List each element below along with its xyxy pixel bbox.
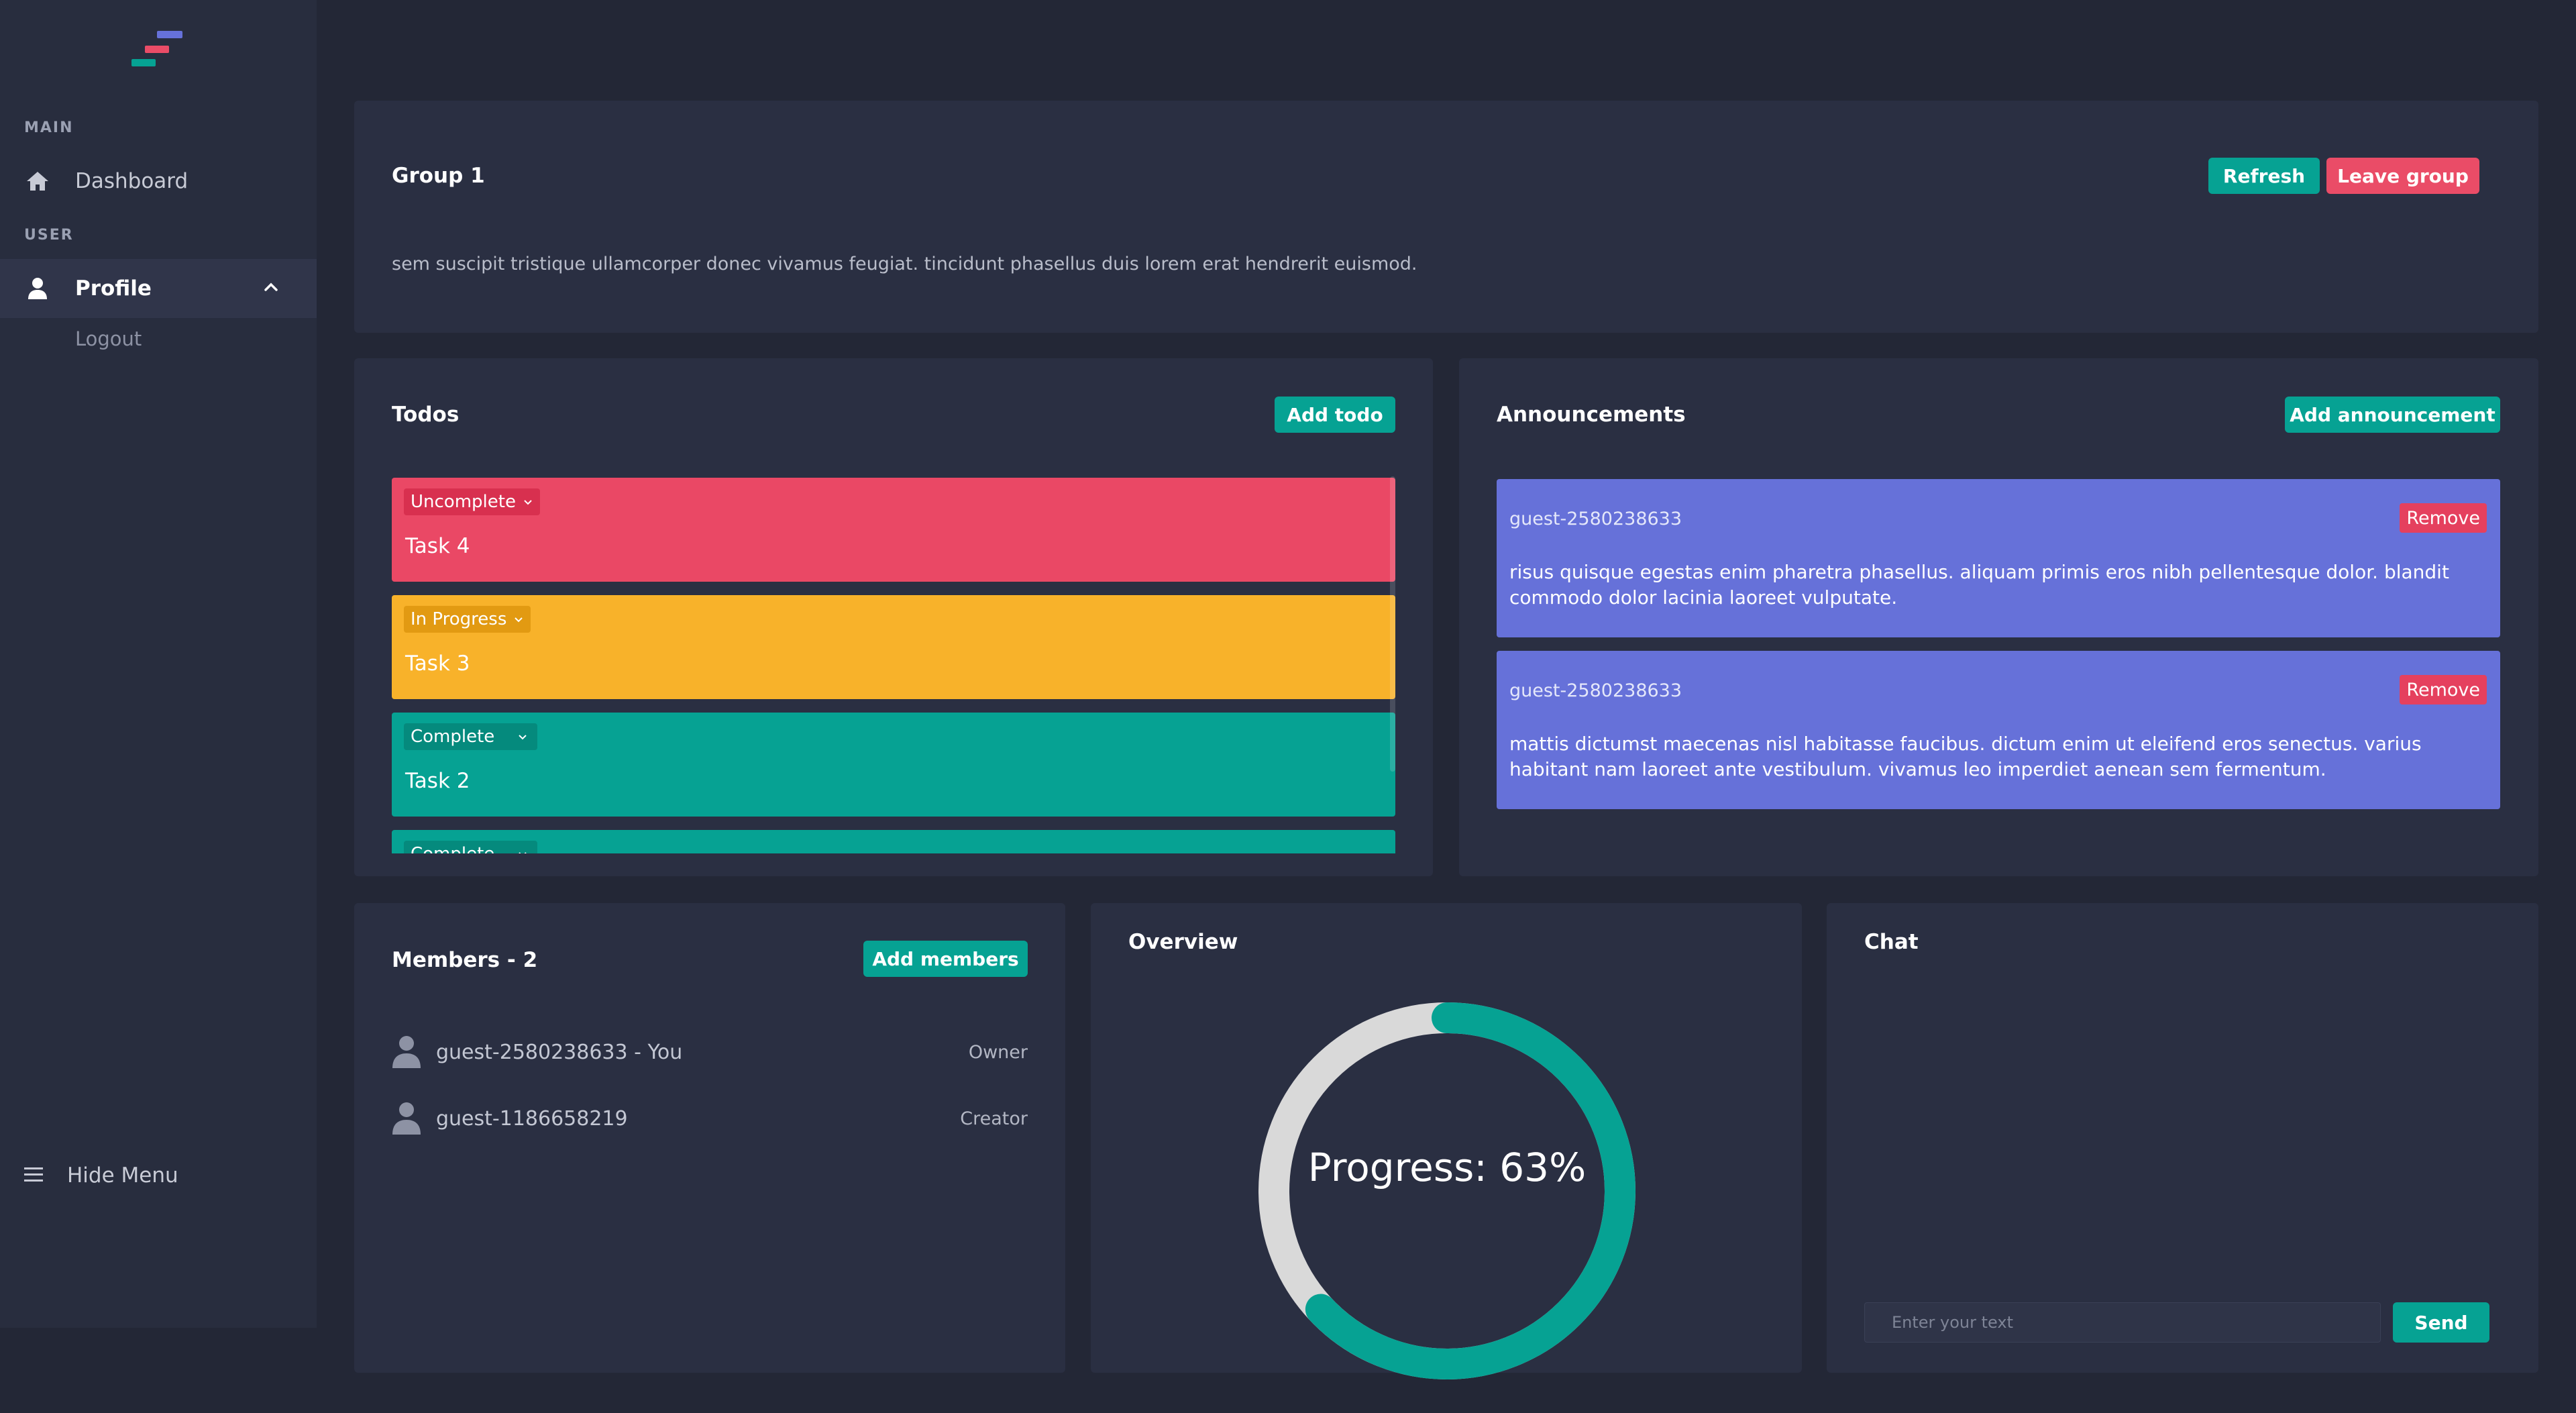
send-button[interactable]: Send bbox=[2393, 1302, 2489, 1343]
todo-status-label: Complete bbox=[411, 727, 495, 747]
group-description: sem suscipit tristique ullamcorper donec… bbox=[392, 254, 1417, 274]
todo-list[interactable]: Uncomplete Task 4 In Progress Task 3 Com… bbox=[392, 478, 1395, 853]
announcements-title: Announcements bbox=[1497, 403, 1686, 427]
add-members-button[interactable]: Add members bbox=[863, 941, 1028, 977]
member-name: guest-2580238633 - You bbox=[436, 1040, 683, 1064]
todo-label: Task 2 bbox=[405, 769, 470, 793]
member-name: guest-1186658219 bbox=[436, 1106, 628, 1131]
todos-title: Todos bbox=[392, 403, 460, 427]
announcement-item: guest-2580238633 Remove mattis dictumst … bbox=[1497, 651, 2500, 809]
sidebar-item-label: Profile bbox=[75, 276, 152, 301]
overview-title: Overview bbox=[1128, 930, 1238, 954]
group-title: Group 1 bbox=[392, 164, 485, 188]
section-label-user: USER bbox=[24, 227, 74, 244]
chevron-down-icon bbox=[524, 500, 532, 505]
sidebar-subitem-logout[interactable]: Logout bbox=[75, 327, 142, 350]
add-announcement-button[interactable]: Add announcement bbox=[2285, 397, 2500, 433]
section-label-main: MAIN bbox=[24, 119, 74, 136]
overview-card bbox=[1091, 903, 1802, 1373]
sidebar-item-label: Dashboard bbox=[75, 169, 189, 193]
todo-item: Uncomplete Task 4 bbox=[392, 478, 1395, 582]
todo-status-dropdown[interactable]: Complete bbox=[404, 841, 538, 853]
remove-announcement-button[interactable]: Remove bbox=[2400, 675, 2487, 704]
member-role: Owner bbox=[968, 1041, 1028, 1063]
todo-item: Complete Task 2 bbox=[392, 713, 1395, 817]
announcement-author: guest-2580238633 bbox=[1509, 680, 1682, 701]
avatar-icon bbox=[392, 1036, 421, 1068]
todo-status-label: Complete bbox=[411, 844, 494, 853]
chevron-down-icon bbox=[515, 617, 523, 623]
todo-status-dropdown[interactable]: Complete bbox=[404, 723, 538, 750]
refresh-button[interactable]: Refresh bbox=[2208, 158, 2320, 194]
avatar-icon bbox=[392, 1102, 421, 1135]
todo-label: Task 4 bbox=[405, 534, 470, 558]
todo-status-dropdown[interactable]: In Progress bbox=[404, 606, 531, 633]
app-logo[interactable] bbox=[131, 31, 185, 68]
chat-title: Chat bbox=[1864, 930, 1919, 954]
home-icon bbox=[24, 168, 51, 195]
add-todo-button[interactable]: Add todo bbox=[1275, 397, 1395, 433]
menu-icon bbox=[24, 1166, 43, 1185]
todo-status-dropdown[interactable]: Uncomplete bbox=[404, 488, 540, 515]
members-card bbox=[354, 903, 1065, 1373]
hide-menu-button[interactable]: Hide Menu bbox=[24, 1161, 178, 1190]
todo-label: Task 3 bbox=[405, 651, 470, 676]
chevron-down-icon bbox=[519, 735, 527, 740]
user-icon bbox=[24, 275, 51, 302]
announcement-item: guest-2580238633 Remove risus quisque eg… bbox=[1497, 479, 2500, 637]
progress-donut bbox=[1258, 1002, 1635, 1379]
member-row: guest-1186658219 Creator bbox=[392, 1098, 1028, 1139]
sidebar-item-dashboard[interactable]: Dashboard bbox=[0, 152, 317, 211]
leave-group-button[interactable]: Leave group bbox=[2326, 158, 2479, 194]
chevron-up-icon[interactable] bbox=[263, 279, 279, 295]
chat-card bbox=[1827, 903, 2538, 1373]
todo-status-label: Uncomplete bbox=[411, 492, 516, 512]
group-card bbox=[354, 101, 2538, 333]
remove-announcement-button[interactable]: Remove bbox=[2400, 503, 2487, 533]
member-row: guest-2580238633 - You Owner bbox=[392, 1032, 1028, 1072]
progress-label: Progress: 63% bbox=[1307, 1145, 1587, 1190]
todo-item: Complete bbox=[392, 830, 1395, 853]
sidebar-item-profile[interactable]: Profile bbox=[0, 259, 317, 318]
todo-item: In Progress Task 3 bbox=[392, 595, 1395, 699]
todo-scrollbar[interactable] bbox=[1390, 476, 1395, 772]
sidebar: MAIN Dashboard USER Profile Logout Hide … bbox=[0, 0, 317, 1328]
members-title: Members - 2 bbox=[392, 948, 538, 972]
chevron-down-icon bbox=[519, 852, 527, 853]
member-role: Creator bbox=[960, 1108, 1028, 1129]
todo-status-label: In Progress bbox=[411, 609, 507, 629]
hide-menu-label: Hide Menu bbox=[67, 1163, 178, 1188]
announcement-body: mattis dictumst maecenas nisl habitasse … bbox=[1509, 733, 2422, 780]
announcement-author: guest-2580238633 bbox=[1509, 509, 1682, 529]
announcement-body: risus quisque egestas enim pharetra phas… bbox=[1509, 561, 2449, 609]
chat-input[interactable] bbox=[1864, 1302, 2381, 1343]
